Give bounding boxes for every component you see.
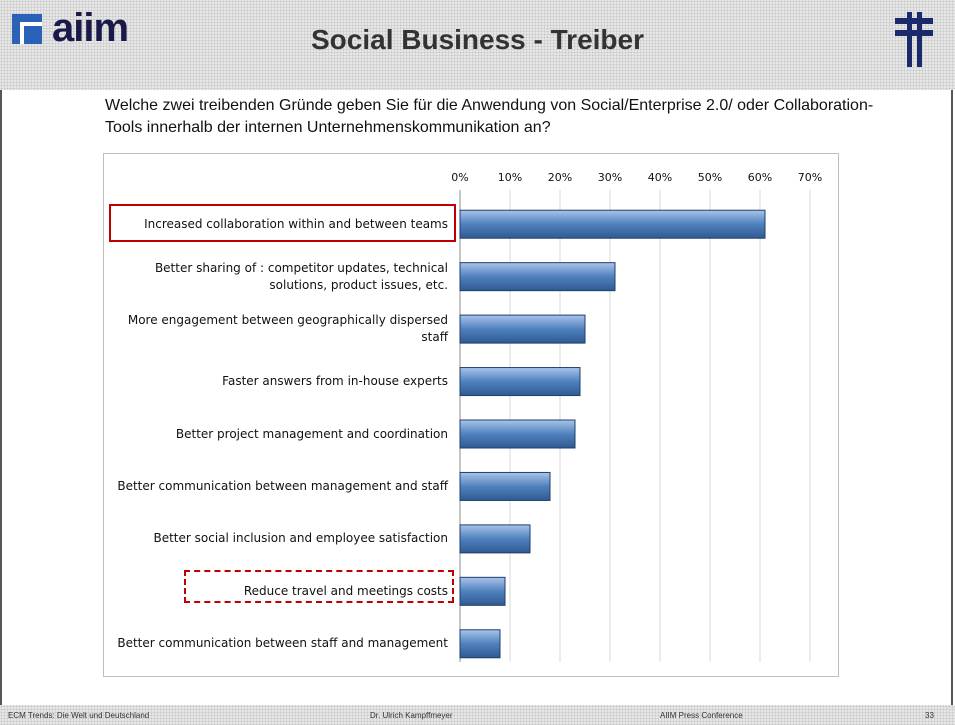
bar: [459, 576, 506, 606]
highlight-box-dashed: [184, 570, 454, 603]
category-label: Increased collaboration within and betwe…: [144, 216, 448, 231]
x-tick-label: 40%: [648, 171, 672, 184]
footer-text: Dr. Ulrich Kampffmeyer: [370, 711, 453, 720]
x-tick-label: 70%: [798, 171, 822, 184]
category-label: Better communication between staff and m…: [117, 636, 448, 651]
x-tick-label: 50%: [698, 171, 722, 184]
bar: [459, 524, 531, 554]
question: Welche zwei treibenden Gründe geben Sie …: [105, 97, 874, 136]
logo-text: aiim: [52, 6, 129, 50]
bar: [459, 367, 581, 397]
x-tick-label: 30%: [598, 171, 622, 184]
footer-text: ECM Trends: Die Welt und Deutschland: [8, 711, 150, 720]
bar: [459, 314, 586, 344]
body-frame: [0, 90, 953, 705]
bar: [459, 419, 576, 449]
bar: [459, 471, 551, 501]
category-label: More engagement between geographically d…: [127, 313, 448, 345]
highlight-box: [109, 204, 456, 242]
x-tick-label: 10%: [498, 171, 522, 184]
header: aiim Social Business - Treiber: [0, 0, 955, 90]
x-tick-label: 60%: [748, 171, 772, 184]
slide-title: Social Business - Treiber: [310, 24, 645, 55]
logo-icon: [12, 14, 42, 44]
category-label: Better project management and coordinati…: [175, 426, 448, 441]
category-label: Faster answers from in-house experts: [222, 374, 448, 389]
category-label: Reduce travel and meetings costs: [243, 583, 448, 598]
bar: [459, 629, 501, 659]
footer-text: AIIM Press Conference: [660, 711, 743, 720]
bar: [459, 262, 616, 292]
x-tick-label: 20%: [548, 171, 572, 184]
bar: [459, 209, 766, 239]
page-number: 33: [925, 711, 934, 720]
category-label: Better social inclusion and employee sat…: [153, 531, 448, 546]
x-tick-label: 0%: [451, 171, 468, 184]
footer: ECM Trends: Die Welt und Deutschland Dr.…: [0, 705, 955, 725]
brand-icon: [895, 12, 933, 67]
category-label: Better communication between management …: [117, 478, 448, 493]
category-label: Better sharing of : competitor updates, …: [154, 260, 448, 292]
